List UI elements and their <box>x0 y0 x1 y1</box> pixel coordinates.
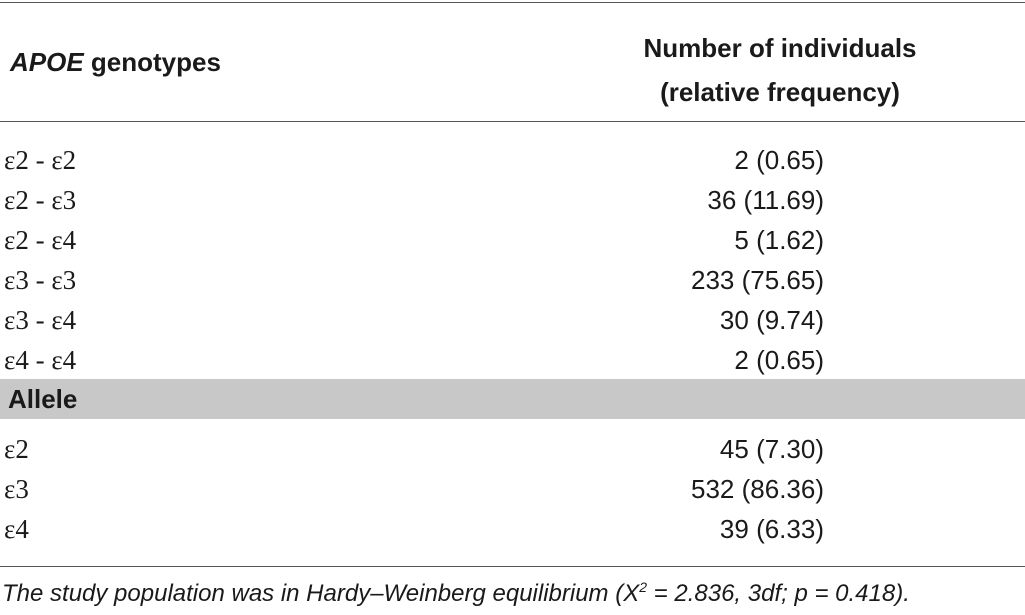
column-header-genotypes-text: genotypes <box>83 47 221 77</box>
column-header-count-line2: (relative frequency) <box>660 77 900 107</box>
table-row: ε3 - ε3 233 (75.65) <box>0 260 1025 300</box>
footnote-text-start: The study population was in Hardy–Weinbe… <box>2 580 640 607</box>
table-row: ε2 - ε4 5 (1.62) <box>0 220 1025 260</box>
table-row: ε3 - ε4 30 (9.74) <box>0 300 1025 340</box>
genotype-count: 2 (0.65) <box>734 345 824 375</box>
allele-count: 45 (7.30) <box>719 434 824 464</box>
table-top-rule <box>0 2 1025 3</box>
allele-section-title: Allele <box>8 384 78 414</box>
genotype-label: ε4 - ε4 <box>4 345 77 375</box>
genotype-count: 2 (0.65) <box>734 145 824 175</box>
genotype-count: 30 (9.74) <box>719 305 824 335</box>
table-row: ε2 - ε2 2 (0.65) <box>0 140 1025 180</box>
genotype-count: 233 (75.65) <box>691 265 824 295</box>
table-row: ε4 39 (6.33) <box>0 509 1025 549</box>
footnote-text-end: = 2.836, 3df; p = 0.418). <box>647 580 910 607</box>
gene-name: APOE <box>10 47 84 77</box>
allele-label: ε3 <box>4 474 29 504</box>
allele-section-header: Allele <box>0 379 1025 419</box>
header-divider-rule <box>0 121 1025 122</box>
genotype-label: ε2 - ε2 <box>4 145 77 175</box>
allele-label: ε4 <box>4 514 29 544</box>
table-row: ε2 45 (7.30) <box>0 429 1025 469</box>
genotype-label: ε2 - ε4 <box>4 225 77 255</box>
table-row: ε3 532 (86.36) <box>0 469 1025 509</box>
column-header-count: Number of individuals (relative frequenc… <box>580 26 980 114</box>
footnote-superscript: 2 <box>639 579 648 595</box>
table-bottom-rule <box>0 566 1025 567</box>
genotype-label: ε3 - ε4 <box>4 305 77 335</box>
allele-label: ε2 <box>4 434 29 464</box>
table-footnote: The study population was in Hardy–Weinbe… <box>2 578 910 610</box>
column-header-count-line1: Number of individuals <box>643 33 917 63</box>
allele-count: 39 (6.33) <box>719 514 824 544</box>
allele-count: 532 (86.36) <box>691 474 824 504</box>
genotype-count: 36 (11.69) <box>707 185 824 215</box>
genotype-label: ε3 - ε3 <box>4 265 77 295</box>
genotype-count: 5 (1.62) <box>734 225 824 255</box>
table-row: ε4 - ε4 2 (0.65) <box>0 340 1025 380</box>
table-row: ε2 - ε3 36 (11.69) <box>0 180 1025 220</box>
genotype-label: ε2 - ε3 <box>4 185 77 215</box>
column-header-genotypes: APOE genotypes <box>10 46 221 78</box>
